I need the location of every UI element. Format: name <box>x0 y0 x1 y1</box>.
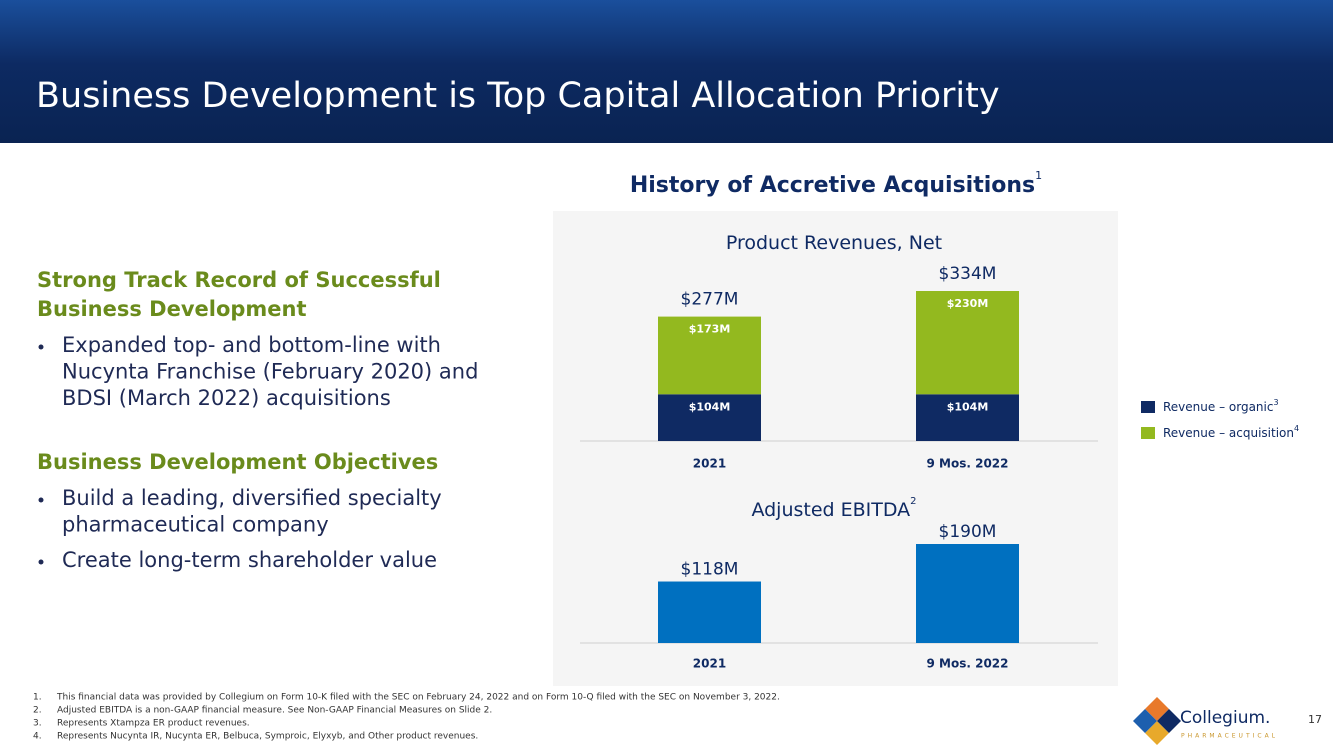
page-number: 17 <box>1308 713 1322 726</box>
legend-swatch <box>1141 427 1155 439</box>
bullet-text: BDSI (March 2022) acquisitions <box>62 386 391 410</box>
bullet-text: Expanded top- and bottom-line with <box>62 333 441 357</box>
value-label: $118M <box>681 560 739 580</box>
chart-heading-text: History of Accretive Acquisitions <box>630 173 1035 198</box>
footnote-text: Represents Xtampza ER product revenues. <box>57 719 250 729</box>
bullet-text: Nucynta Franchise (February 2020) and <box>62 360 478 384</box>
footnote-number: 2. <box>33 706 42 716</box>
footnote-ref: 4 <box>1294 424 1299 433</box>
logo-mark <box>1133 709 1157 733</box>
footnote-number: 1. <box>33 693 42 703</box>
x-tick-label: 2021 <box>693 457 726 471</box>
footnote-number: 4. <box>33 732 42 742</box>
bar <box>658 581 761 643</box>
chart-title-text: Product Revenues, Net <box>726 232 942 254</box>
logo-name: Collegium. <box>1180 708 1270 728</box>
bullet-dot <box>38 344 44 350</box>
legend-name: Revenue – acquisition <box>1163 426 1294 440</box>
legend-label: Revenue – acquisition4 <box>1163 424 1299 440</box>
bar-segment <box>658 316 761 395</box>
header-band <box>0 0 1333 143</box>
bullet-dot <box>38 497 44 503</box>
legend-swatch <box>1141 401 1155 413</box>
chart-title: Product Revenues, Net <box>726 232 942 254</box>
chart-title: Adjusted EBITDA2 <box>751 496 916 521</box>
bullet-dot <box>38 559 44 565</box>
value-label: $190M <box>939 522 997 542</box>
value-label: $104M <box>947 400 989 413</box>
x-tick-label: 9 Mos. 2022 <box>927 457 1009 471</box>
value-label: $173M <box>689 323 731 336</box>
x-tick-label: 9 Mos. 2022 <box>927 657 1009 671</box>
footnote-ref: 1 <box>1035 169 1042 182</box>
footnote-ref: 3 <box>1273 398 1278 407</box>
bar-segment <box>916 291 1019 395</box>
footnote-text: Adjusted EBITDA is a non-GAAP financial … <box>57 706 492 716</box>
x-tick-label: 2021 <box>693 657 726 671</box>
total-label: $277M <box>681 290 739 310</box>
logo-mark <box>1157 709 1181 733</box>
bar-segment <box>658 394 761 441</box>
section-heading: Strong Track Record of Successful <box>37 268 441 292</box>
chart-panel <box>553 211 1118 686</box>
section-heading: Business Development <box>37 297 307 321</box>
footnote-ref: 2 <box>910 496 916 507</box>
bullet-text: Create long-term shareholder value <box>62 548 437 572</box>
bar-segment <box>916 394 1019 441</box>
logo: Collegium. PHARMACEUTICAL <box>1133 697 1278 745</box>
section-heading: Business Development Objectives <box>37 450 438 474</box>
value-label: $104M <box>689 400 731 413</box>
logo-tagline: PHARMACEUTICAL <box>1181 733 1278 740</box>
value-label: $230M <box>947 297 989 310</box>
bar <box>916 544 1019 643</box>
slide-title: Business Development is Top Capital Allo… <box>36 76 1000 116</box>
legend-name: Revenue – organic <box>1163 400 1273 414</box>
bullet-text: Build a leading, diversified specialty <box>62 486 442 510</box>
total-label: $334M <box>939 264 997 284</box>
bullet-text: pharmaceutical company <box>62 513 329 537</box>
footnote-text: This financial data was provided by Coll… <box>56 693 780 703</box>
chart-title-text: Adjusted EBITDA <box>751 499 910 521</box>
chart-heading: History of Accretive Acquisitions1 <box>630 169 1042 198</box>
footnote-text: Represents Nucynta IR, Nucynta ER, Belbu… <box>57 732 478 742</box>
footnote-number: 3. <box>33 719 42 729</box>
legend-label: Revenue – organic3 <box>1163 398 1279 414</box>
